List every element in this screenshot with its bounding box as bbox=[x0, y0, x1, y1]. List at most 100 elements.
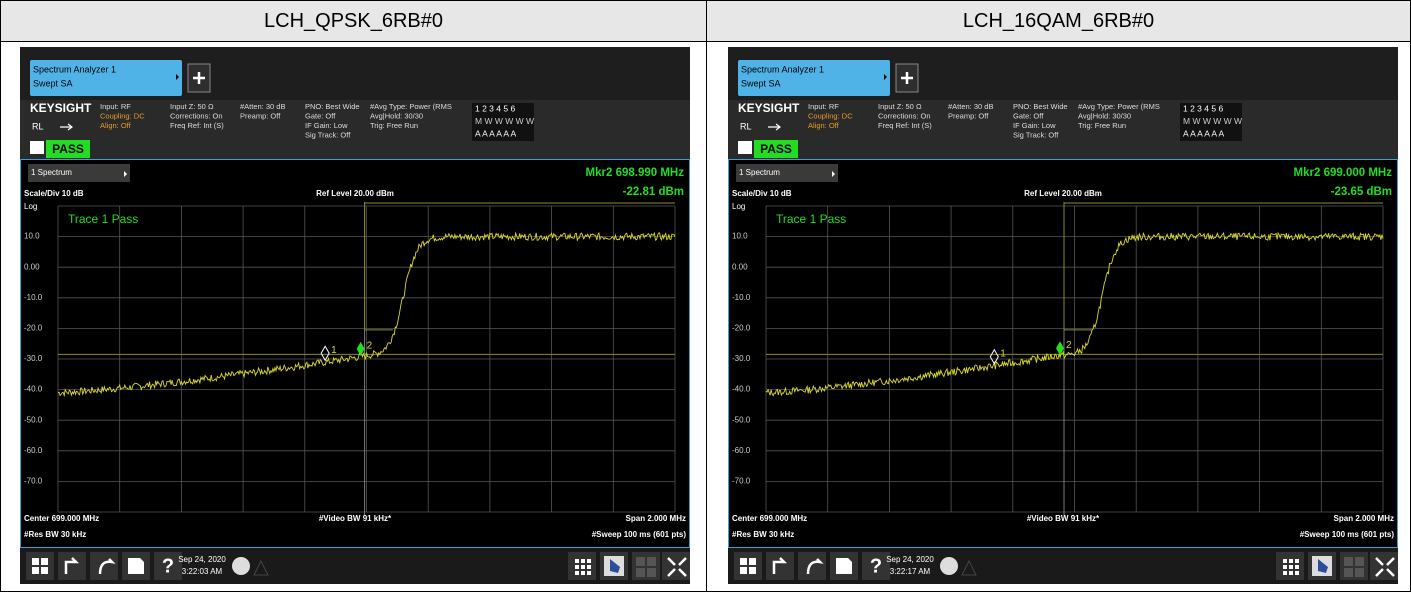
y-tick-label: -40.0 bbox=[24, 385, 43, 394]
y-tick-label: 10.0 bbox=[732, 232, 748, 241]
view-select[interactable] bbox=[28, 164, 130, 182]
sweep: #Sweep 100 ms (601 pts) bbox=[592, 530, 687, 539]
fullscreen-icon bbox=[1375, 557, 1395, 577]
scale: Scale/Div 10 dB bbox=[732, 189, 792, 198]
grid-icon bbox=[575, 559, 591, 575]
setting: #Avg Type: Power (RMS bbox=[370, 102, 452, 111]
spectrum-panel bbox=[20, 159, 690, 548]
log-label: Log bbox=[24, 202, 37, 211]
alert-icon bbox=[253, 559, 269, 576]
setting: Corrections: On bbox=[170, 111, 223, 120]
tab-subtitle: Swept SA bbox=[33, 78, 73, 88]
alert-icon bbox=[961, 559, 977, 576]
marker-1 bbox=[989, 348, 999, 365]
windows-icon bbox=[740, 558, 756, 574]
trace-label: Trace 1 Pass bbox=[776, 212, 846, 226]
rl-label: RL bbox=[740, 121, 752, 131]
res-bw: #Res BW 30 kHz bbox=[24, 530, 86, 539]
tab[interactable] bbox=[738, 60, 890, 96]
taskbar-button[interactable] bbox=[26, 552, 54, 580]
rl-label: RL bbox=[32, 121, 44, 131]
tab-title: Spectrum Analyzer 1 bbox=[741, 64, 824, 74]
tab-title: Spectrum Analyzer 1 bbox=[33, 64, 116, 74]
setting: Gate: Off bbox=[305, 111, 336, 120]
view-select[interactable] bbox=[736, 164, 838, 182]
touch-hand bbox=[1318, 559, 1328, 573]
taskbar-button[interactable] bbox=[154, 552, 182, 580]
lxi-box bbox=[738, 141, 752, 154]
redo-icon bbox=[806, 558, 824, 575]
setting: Coupling: DC bbox=[808, 111, 853, 120]
redo-icon bbox=[98, 558, 116, 575]
grid-icon bbox=[1283, 559, 1299, 575]
chat-icon[interactable] bbox=[940, 557, 958, 575]
limit-line bbox=[364, 202, 675, 331]
analyzer-screen: Spectrum Analyzer 1 Swept SA KEYSIGHT RL PAS… bbox=[728, 47, 1398, 584]
video-bw: #Video BW 91 kHz* bbox=[1027, 514, 1100, 523]
marker-freq: Mkr2 698.990 MHz bbox=[586, 167, 685, 179]
setting: Freq Ref: Int (S) bbox=[878, 121, 932, 130]
touch-hand bbox=[610, 559, 620, 573]
marker-label: 1 bbox=[331, 345, 337, 356]
setting: Sig Track: Off bbox=[305, 130, 351, 139]
setting: Input: RF bbox=[100, 102, 131, 111]
time: 3:22:17 AM bbox=[890, 567, 931, 576]
help-icon: ? bbox=[162, 555, 174, 577]
brand: KEYSIGHT bbox=[738, 101, 800, 115]
y-tick-label: -20.0 bbox=[732, 324, 751, 333]
taskbar-button[interactable] bbox=[862, 552, 890, 580]
plus-icon bbox=[193, 72, 205, 84]
trace-box bbox=[472, 103, 534, 141]
taskbar-button[interactable] bbox=[58, 552, 86, 580]
marker-2 bbox=[356, 341, 365, 356]
marker-label: 1 bbox=[1000, 348, 1006, 359]
trace bbox=[57, 231, 676, 398]
ref-level: Ref Level 20.00 dBm bbox=[1024, 189, 1102, 198]
chat-icon[interactable] bbox=[232, 557, 250, 575]
setting: Freq Ref: Int (S) bbox=[170, 121, 224, 130]
info-row bbox=[728, 100, 1398, 159]
setting: #Atten: 30 dB bbox=[948, 102, 993, 111]
brand: KEYSIGHT bbox=[30, 101, 92, 115]
setting: #Avg Type: Power (RMS bbox=[1078, 102, 1160, 111]
view-arrow bbox=[832, 171, 835, 177]
setting: Preamp: Off bbox=[948, 111, 989, 120]
taskbar-button[interactable] bbox=[734, 552, 762, 580]
setting: Preamp: Off bbox=[240, 111, 281, 120]
date: Sep 24, 2020 bbox=[886, 555, 934, 564]
taskbar-button[interactable] bbox=[90, 552, 118, 580]
analyzer-screen: Spectrum Analyzer 1 Swept SA KEYSIGHT RL PAS… bbox=[20, 47, 690, 584]
trace-row: 1 2 3 4 5 6 bbox=[475, 103, 515, 113]
trace-row: A A A A A A bbox=[1183, 128, 1224, 138]
date: Sep 24, 2020 bbox=[178, 555, 226, 564]
y-tick-label: 10.0 bbox=[24, 232, 40, 241]
setting: IF Gain: Low bbox=[305, 121, 348, 130]
taskbar-button[interactable] bbox=[798, 552, 826, 580]
video-bw: #Video BW 91 kHz* bbox=[319, 514, 392, 523]
window-icon bbox=[636, 557, 656, 577]
ref-level: Ref Level 20.00 dBm bbox=[316, 189, 394, 198]
status: PASS bbox=[52, 142, 84, 156]
help-icon: ? bbox=[870, 555, 882, 577]
undo-icon bbox=[772, 557, 788, 574]
res-bw: #Res BW 30 kHz bbox=[732, 530, 794, 539]
taskbar-button[interactable] bbox=[766, 552, 794, 580]
marker-label: 2 bbox=[367, 340, 373, 351]
window-icon bbox=[1344, 557, 1364, 577]
header-cell: LCH_16QAM_6RB#0 bbox=[707, 1, 1410, 42]
file-icon bbox=[836, 558, 852, 574]
windows-icon bbox=[32, 558, 48, 574]
status-box bbox=[46, 140, 90, 158]
setting: Avg|Hold: 30/30 bbox=[1078, 111, 1131, 120]
limit-line bbox=[1063, 202, 1383, 331]
trace-row: M W W W W W bbox=[475, 116, 534, 126]
setting: Trig: Free Run bbox=[1078, 121, 1126, 130]
trace-label: Trace 1 Pass bbox=[68, 212, 138, 226]
view-arrow bbox=[124, 171, 127, 177]
tab[interactable] bbox=[30, 60, 182, 96]
y-tick-label: -50.0 bbox=[732, 415, 751, 424]
setting: PNO: Best Wide bbox=[305, 102, 360, 111]
tab-subtitle: Swept SA bbox=[741, 78, 781, 88]
setting: Corrections: On bbox=[878, 111, 931, 120]
y-tick-label: -60.0 bbox=[732, 446, 751, 455]
